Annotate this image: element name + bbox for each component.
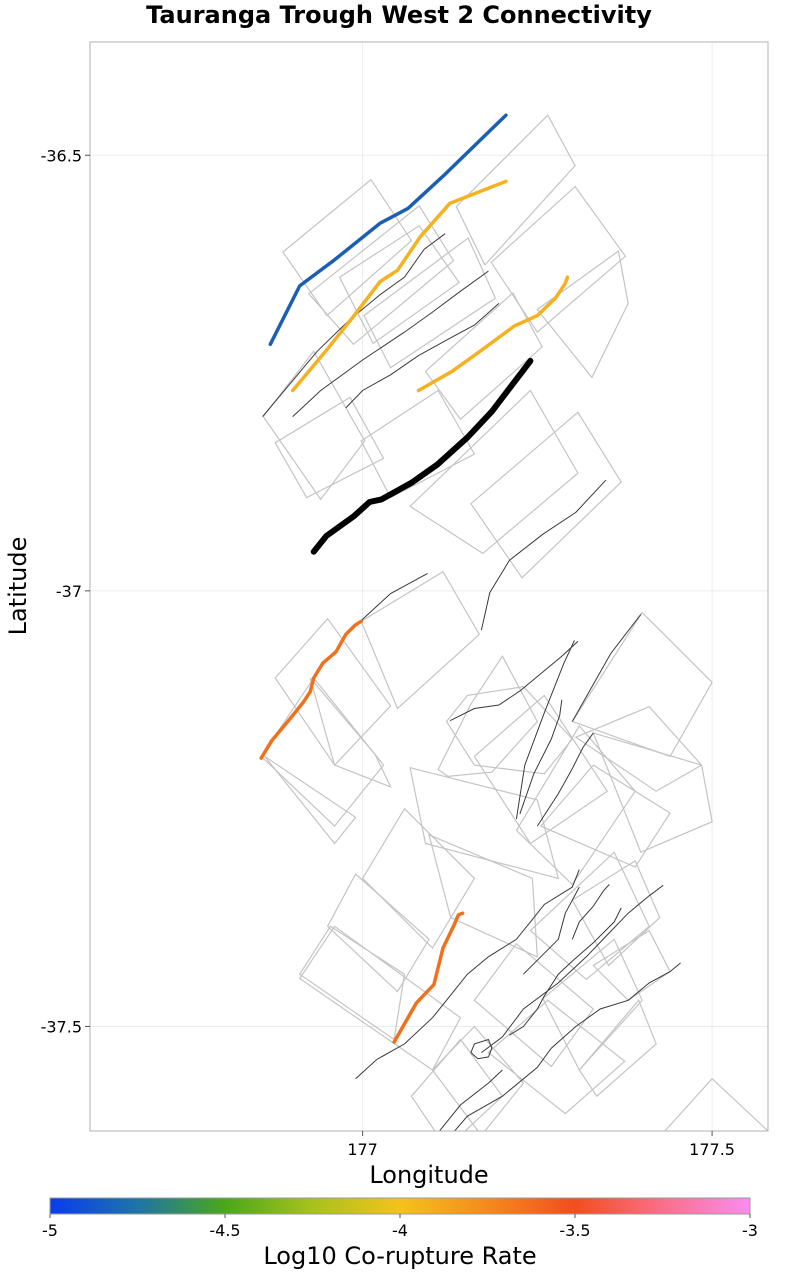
fault-trace-12 <box>509 907 622 1036</box>
fault-trace-10 <box>453 962 681 1131</box>
fault-plane-40 <box>431 1025 525 1131</box>
colorbar-label: Log10 Co-rupture Rate <box>263 1242 536 1270</box>
fault-plane-16 <box>437 655 539 778</box>
fault-plane-18 <box>473 694 609 845</box>
fault-trace-15 <box>523 886 580 975</box>
fault-plane-34 <box>473 942 595 1068</box>
fault-plane-37 <box>578 999 657 1098</box>
fault-plane-35 <box>487 999 626 1115</box>
fault-trace-16 <box>438 1069 503 1131</box>
corupture-fault-1 <box>290 179 508 393</box>
fault-trace-6 <box>515 640 575 820</box>
fault-trace-2 <box>345 303 500 409</box>
corupture-fault-3 <box>259 619 363 760</box>
fault-plane-36 <box>542 938 643 1072</box>
corupture-fault-traces <box>259 113 570 1044</box>
fault-plane-26 <box>309 677 392 789</box>
fault-plane-1 <box>307 204 455 346</box>
fault-trace-9 <box>571 614 642 722</box>
fault-plane-9 <box>274 396 385 499</box>
fault-trace-17 <box>470 1038 493 1060</box>
fault-plane-20 <box>539 764 671 868</box>
fault-plane-28 <box>361 807 476 949</box>
colorbar <box>49 1197 751 1215</box>
fault-plane-33 <box>529 851 650 981</box>
fault-trace-5 <box>449 641 579 722</box>
colorbar-tick-label-0: -5 <box>42 1221 58 1240</box>
y-tick-label-1: -37 <box>56 582 82 601</box>
colorbar-ticks: -5 -4.5 -4 -3.5 -3 <box>42 1214 758 1240</box>
fault-trace-4 <box>480 479 607 631</box>
fault-trace-8 <box>536 732 594 827</box>
fault-plane-24 <box>409 766 560 880</box>
fault-plane-7 <box>536 250 629 379</box>
fault-plane-11 <box>409 389 579 555</box>
fault-traces <box>262 233 681 1131</box>
fault-trace-13 <box>571 884 610 940</box>
fault-plane-10 <box>360 389 476 499</box>
fault-plane-27 <box>264 755 357 845</box>
colorbar-tick-label-3: -3.5 <box>559 1221 590 1240</box>
fault-plane-15 <box>260 676 385 827</box>
fault-plane-3 <box>455 114 576 267</box>
fault-plane-14 <box>274 617 392 767</box>
corupture-fault-2 <box>416 275 570 393</box>
fault-trace-1 <box>292 270 489 417</box>
fault-plane-21 <box>571 611 713 758</box>
x-tick-label-0: 177 <box>347 1140 378 1159</box>
fault-trace-3 <box>360 572 428 621</box>
fault-plane-2 <box>363 237 497 369</box>
fault-trace-7 <box>519 699 563 815</box>
fault-plane-31 <box>298 925 462 1071</box>
fault-plane-12 <box>470 411 622 579</box>
plot-frame <box>89 41 769 1132</box>
target-fault-line <box>310 357 534 555</box>
y-tick-label-2: -37.5 <box>41 1017 82 1036</box>
y-axis-ticks: -36.5 -37 -37.5 <box>41 146 90 1036</box>
fault-plane-29 <box>326 873 430 993</box>
fault-plane-8 <box>262 350 366 501</box>
fault-trace-14 <box>355 869 580 1080</box>
fault-trace-11 <box>481 884 664 1054</box>
target-fault-trace <box>310 357 534 555</box>
fault-plane-38 <box>592 929 671 1002</box>
x-tick-label-1: 177.5 <box>689 1140 735 1159</box>
fault-plane-0 <box>282 178 413 317</box>
corupture-fault-0 <box>268 113 508 347</box>
y-axis-label: Latitude <box>4 537 32 636</box>
x-axis-label: Longitude <box>369 1161 488 1189</box>
x-axis-ticks: 177 177.5 <box>347 1131 735 1159</box>
plot-area <box>90 42 768 1131</box>
fault-trace-0 <box>262 233 446 417</box>
grid-lines <box>90 42 768 1131</box>
colorbar-tick-label-4: -3 <box>742 1221 758 1240</box>
fault-plane-outlines <box>260 114 768 1131</box>
fault-plane-13 <box>360 570 481 710</box>
fault-plane-23 <box>592 731 713 853</box>
colorbar-tick-label-2: -4 <box>392 1221 408 1240</box>
chart-title: Tauranga Trough West 2 Connectivity <box>146 1 652 29</box>
fault-plane-32 <box>571 860 661 967</box>
y-tick-label-0: -36.5 <box>41 146 82 165</box>
colorbar-tick-label-1: -4.5 <box>209 1221 240 1240</box>
corupture-fault-4 <box>392 911 465 1044</box>
fault-plane-41 <box>664 1077 768 1131</box>
fault-plane-5 <box>338 224 460 345</box>
fault-plane-6 <box>424 291 543 421</box>
fault-plane-25 <box>428 833 538 958</box>
